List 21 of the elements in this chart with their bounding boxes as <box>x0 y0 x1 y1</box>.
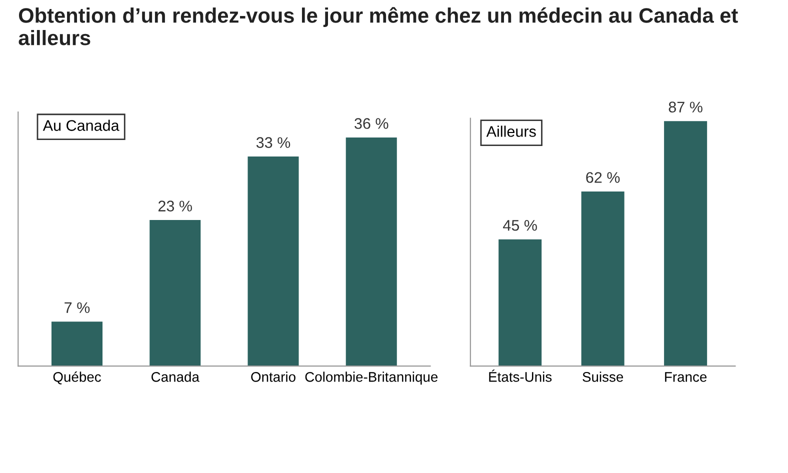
x-tick-label: Ontario <box>251 372 296 382</box>
data-label: 45 % <box>503 220 537 231</box>
x-tick-label: Suisse <box>582 372 624 382</box>
data-label: 36 % <box>354 118 388 129</box>
data-label: 62 % <box>586 172 620 183</box>
data-label: 87 % <box>668 102 702 112</box>
data-label: 33 % <box>256 137 290 148</box>
x-tick-label: Canada <box>152 372 200 382</box>
x-tick-label: Québec <box>53 371 101 384</box>
data-label: 23 % <box>158 200 192 212</box>
bar <box>346 138 397 366</box>
bar <box>248 156 299 366</box>
bar <box>150 220 201 366</box>
chart-title: Obtention d’un rendez-vous le jour même chez un médecin au Canada et ailleurs <box>18 7 738 46</box>
x-tick-label: France <box>665 372 707 382</box>
bar <box>51 322 103 366</box>
x-tick-label: Colombie-Britannique <box>305 372 438 385</box>
chart-subtitle: Ailleurs <box>486 126 536 137</box>
data-label: 7 % <box>64 302 90 314</box>
chart-subtitle: Au Canada <box>42 120 120 131</box>
x-tick-label: États-Unis <box>489 370 552 382</box>
